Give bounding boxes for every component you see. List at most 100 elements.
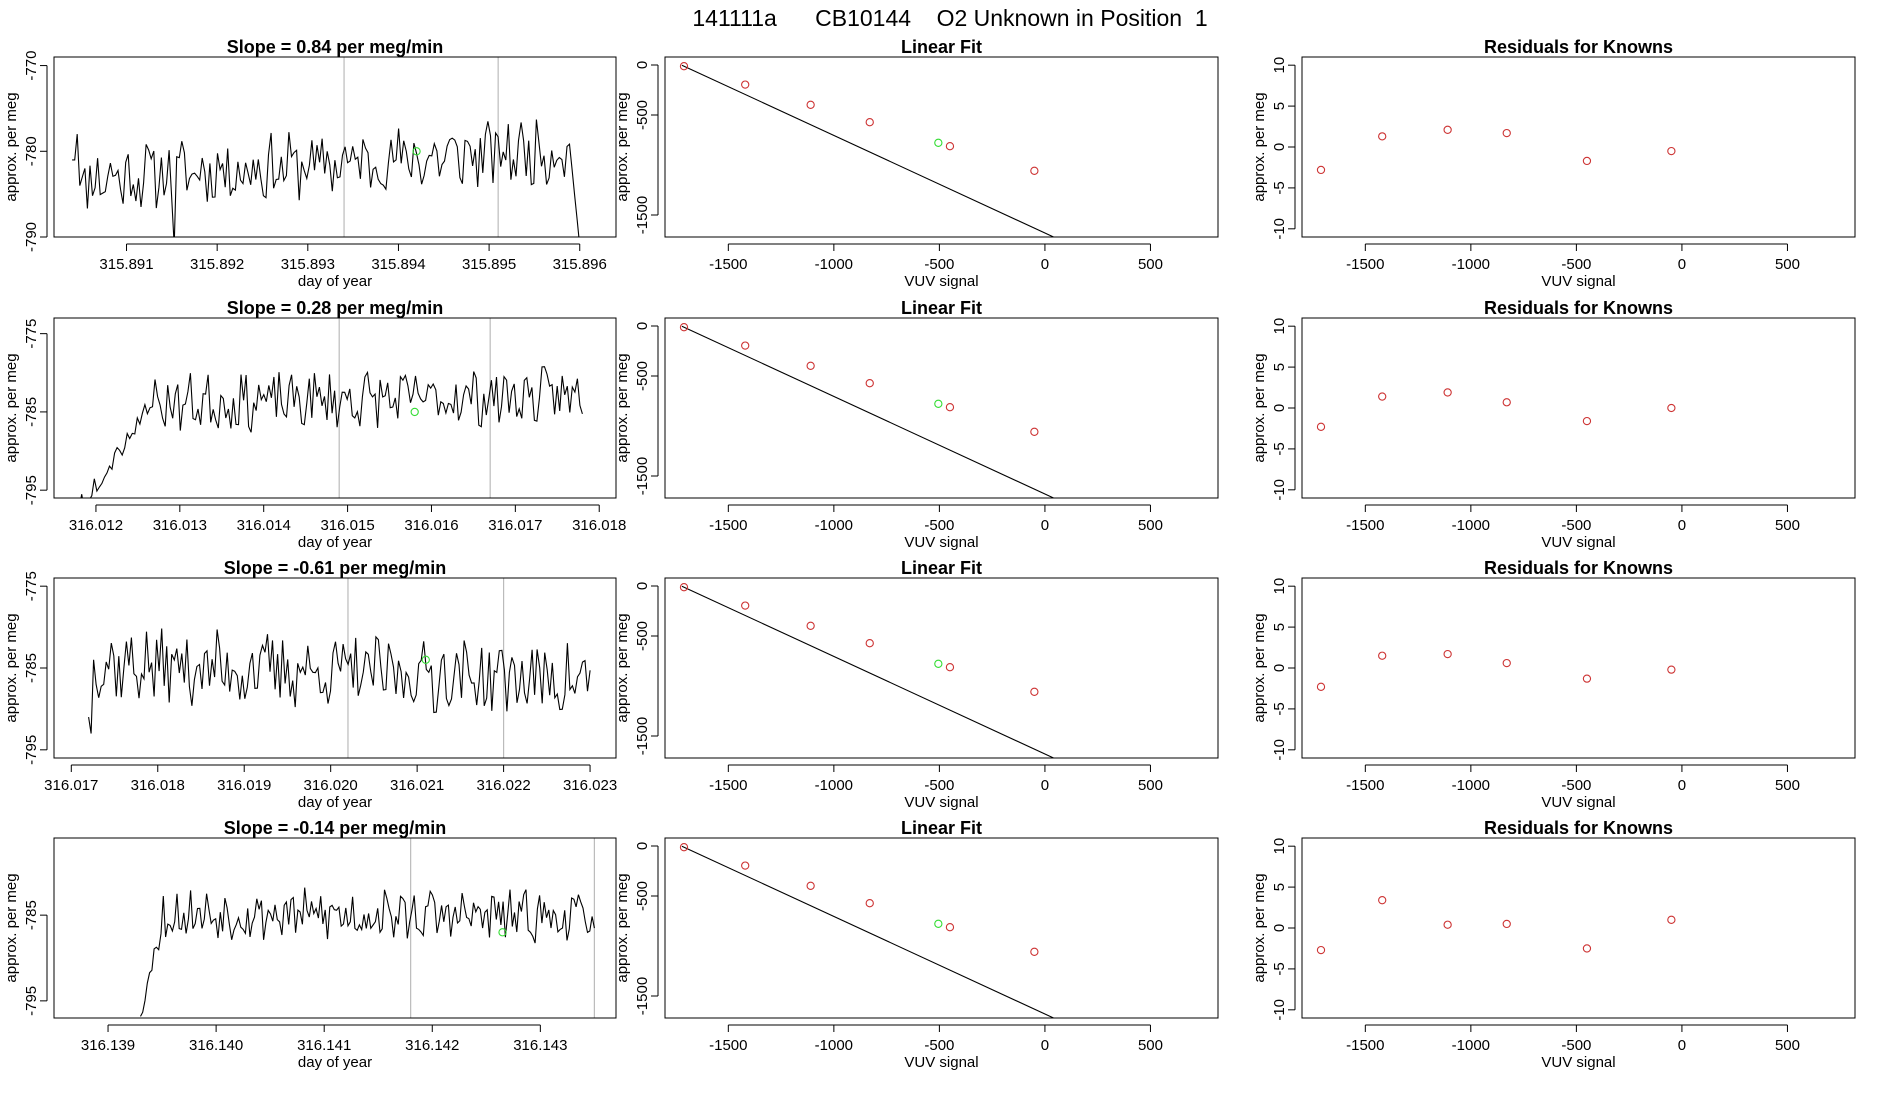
r4-linear-fit-panel: Linear Fit -1500 -1000 -500 0 500 -1500 -500 0 VU…: [614, 818, 1219, 1071]
r3-residuals-y-tick-label-1: -10: [1271, 739, 1288, 761]
r3-time-series-x-tick-label-2: 316.018: [131, 777, 185, 794]
r4-linear-fit-known-point-2: [741, 861, 750, 870]
r4-residuals-y-axis-title: approx. per meg: [1251, 873, 1268, 982]
r2-linear-fit-x-tick-label-5: 500: [1138, 517, 1163, 534]
r2-linear-fit-frame: [664, 317, 1219, 499]
r4-linear-fit-known-point-3: [806, 881, 815, 890]
r2-residuals-panel: Residuals for Knowns -1500 -1000 -500 0 500 -1…: [1251, 298, 1856, 551]
r2-linear-fit-known-point-5: [945, 403, 955, 412]
r3-linear-fit-known-point-1: [679, 583, 689, 592]
r2-time-series-x-tick-label-2: 316.013: [153, 517, 207, 534]
r3-linear-fit-y-axis-title: approx. per meg: [614, 613, 631, 722]
r4-time-series-series-line: [140, 887, 595, 1017]
r2-time-series-title: Slope = 0.28 per meg/min: [227, 298, 444, 318]
r4-linear-fit-x-axis-title: VUV signal: [904, 1054, 978, 1071]
r2-residuals-residual-point-3: [1443, 388, 1452, 397]
r4-time-series-x-tick-label-5: 316.143: [513, 1037, 567, 1054]
r3-linear-fit-known-point-3: [806, 621, 815, 630]
r1-time-series-x-tick-label-4: 315.894: [371, 256, 425, 273]
r3-linear-fit-content: [679, 583, 1055, 758]
r1-linear-fit-y-tick-label-3: 0: [634, 61, 651, 69]
panels: Slope = 0.84 per meg/min 315.891 315.892 31…: [3, 37, 1856, 1071]
r1-residuals-residual-point-5: [1582, 156, 1592, 166]
r1-residuals-residual-point-2: [1378, 132, 1387, 141]
r2-residuals-x-tick-label-3: -500: [1561, 517, 1591, 534]
r4-linear-fit-fit-line: [681, 845, 1055, 1018]
r2-residuals-x-axis-title: VUV signal: [1541, 534, 1615, 551]
r4-residuals-residual-point-4: [1502, 919, 1511, 929]
r1-time-series-y-tick-label-2: -780: [23, 136, 40, 166]
r2-time-series-y-tick-label-1: -795: [23, 475, 40, 505]
r4-time-series-x-axis-title: day of year: [298, 1054, 372, 1071]
r3-residuals-x-tick-label-5: 500: [1775, 777, 1800, 794]
r1-time-series-x-tick-label-5: 315.895: [462, 256, 516, 273]
r4-residuals-residual-point-2: [1378, 896, 1387, 905]
r2-linear-fit-x-axis-title: VUV signal: [904, 534, 978, 551]
r1-residuals-y-tick-label-5: 10: [1271, 57, 1288, 74]
r3-time-series-title: Slope = -0.61 per meg/min: [224, 558, 447, 578]
r1-linear-fit-panel: Linear Fit -1500 -1000 -500 0 500 -1500 -500 0 VU…: [614, 37, 1219, 290]
r3-residuals-residual-point-4: [1502, 658, 1511, 668]
r2-linear-fit-x-tick-label-3: -500: [924, 517, 954, 534]
r2-residuals-residual-point-2: [1378, 392, 1387, 401]
r2-time-series-x-tick-label-6: 316.017: [488, 517, 542, 534]
r3-residuals-panel: Residuals for Knowns -1500 -1000 -500 0 500 -1…: [1251, 558, 1856, 811]
r1-residuals-residual-point-3: [1443, 125, 1452, 134]
r3-residuals-residual-point-6: [1667, 665, 1676, 674]
r2-linear-fit-known-point-3: [806, 361, 815, 370]
r1-linear-fit-x-tick-label-4: 0: [1041, 256, 1049, 273]
r3-residuals-y-tick-label-3: 0: [1271, 664, 1288, 672]
r3-residuals-x-tick-label-3: -500: [1561, 777, 1591, 794]
r2-time-series-x-tick-label-4: 316.015: [320, 517, 374, 534]
r1-linear-fit-y-axis-title: approx. per meg: [614, 92, 631, 201]
r4-time-series-y-tick-label-1: -795: [23, 986, 40, 1016]
r1-residuals-y-tick-label-1: -10: [1271, 218, 1288, 240]
r2-time-series-x-tick-label-1: 316.012: [69, 517, 123, 534]
r4-residuals-x-tick-label-4: 0: [1678, 1037, 1686, 1054]
r1-time-series-x-tick-label-2: 315.892: [190, 256, 244, 273]
r1-linear-fit-x-tick-label-1: -1500: [709, 256, 747, 273]
r3-time-series-x-tick-label-5: 316.021: [390, 777, 444, 794]
r1-linear-fit-unknown-point: [934, 138, 943, 147]
r2-residuals-residual-point-1: [1316, 422, 1326, 431]
r3-residuals-residual-point-1: [1316, 682, 1326, 691]
r2-residuals-x-tick-label-4: 0: [1678, 517, 1686, 534]
r3-time-series-x-axis-title: day of year: [298, 794, 372, 811]
r3-time-series-x-tick-label-4: 316.020: [304, 777, 358, 794]
r2-linear-fit-x-tick-label-1: -1500: [709, 517, 747, 534]
r1-residuals-x-tick-label-5: 500: [1775, 256, 1800, 273]
r1-residuals-y-tick-label-4: 5: [1271, 102, 1288, 110]
figure-title: 141111a CB10144 O2 Unknown in Position 1: [692, 5, 1207, 31]
r2-residuals-content: [1316, 388, 1676, 431]
r3-linear-fit-x-axis-title: VUV signal: [904, 794, 978, 811]
r2-residuals-y-axis-title: approx. per meg: [1251, 353, 1268, 462]
r3-time-series-x-tick-label-6: 316.022: [476, 777, 530, 794]
r2-linear-fit-y-axis-title: approx. per meg: [614, 353, 631, 462]
r4-linear-fit-x-tick-label-3: -500: [924, 1037, 954, 1054]
r2-residuals-y-tick-label-1: -10: [1271, 479, 1288, 501]
r1-residuals-y-tick-label-3: 0: [1271, 143, 1288, 151]
r3-residuals-residual-point-3: [1443, 649, 1452, 659]
r3-linear-fit-y-tick-label-3: 0: [634, 582, 651, 590]
r2-linear-fit-y-tick-label-1: -1500: [634, 457, 651, 495]
r3-residuals-y-tick-label-2: -5: [1271, 702, 1288, 715]
r3-linear-fit-known-point-5: [945, 663, 955, 672]
r3-linear-fit-fit-line: [681, 585, 1055, 758]
r4-residuals-y-tick-label-4: 5: [1271, 883, 1288, 891]
r2-residuals-y-tick-label-5: 10: [1271, 318, 1288, 335]
r3-linear-fit-known-point-4: [865, 639, 874, 648]
r4-residuals-y-tick-label-1: -10: [1271, 999, 1288, 1021]
r3-time-series-y-axis-title: approx. per meg: [3, 613, 20, 722]
r3-linear-fit-unknown-point: [934, 659, 943, 668]
r4-linear-fit-title: Linear Fit: [901, 818, 982, 838]
r2-residuals-residual-point-4: [1502, 398, 1511, 407]
r1-residuals-x-tick-label-1: -1500: [1346, 256, 1384, 273]
r4-linear-fit-x-tick-label-2: -1000: [815, 1037, 853, 1054]
r1-residuals-x-tick-label-2: -1000: [1452, 256, 1490, 273]
r4-linear-fit-y-tick-label-2: -500: [634, 881, 651, 911]
r1-residuals-x-axis-title: VUV signal: [1541, 273, 1615, 290]
r2-linear-fit-unknown-point: [934, 399, 943, 408]
r1-residuals-residual-point-6: [1667, 146, 1676, 156]
r2-residuals-x-tick-label-5: 500: [1775, 517, 1800, 534]
